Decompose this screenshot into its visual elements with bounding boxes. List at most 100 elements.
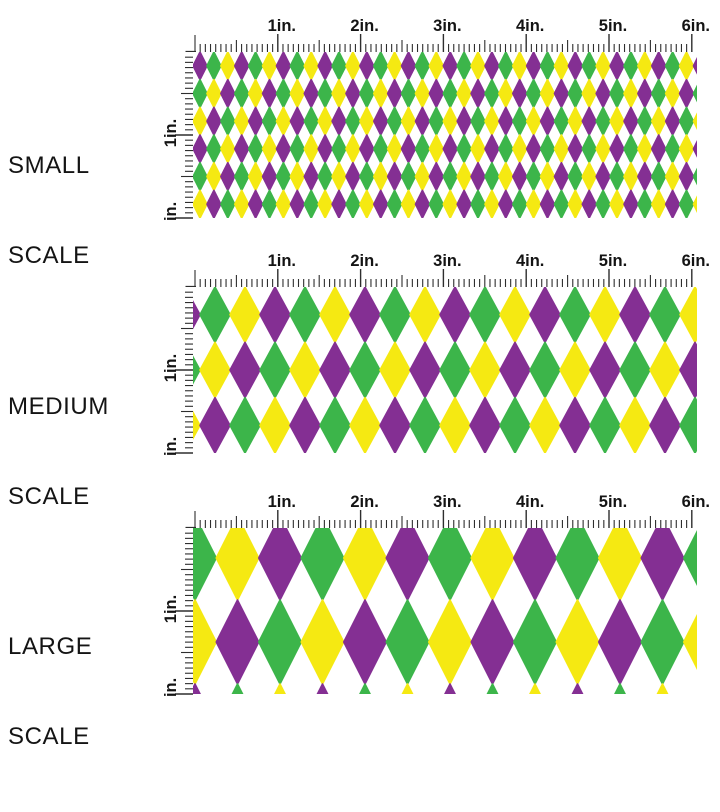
diamond: [595, 78, 611, 109]
top-inch-label: 4in.: [516, 493, 544, 511]
diamond: [289, 287, 321, 344]
diamond: [581, 106, 597, 136]
diamond: [206, 161, 222, 192]
diamond: [400, 106, 417, 136]
diamond: [484, 52, 500, 81]
diamond: [439, 287, 471, 344]
diamond: [664, 78, 681, 109]
diamond: [682, 614, 697, 670]
diamond: [589, 287, 621, 344]
diamond: [300, 528, 345, 601]
diamond: [319, 341, 351, 399]
diamond: [656, 683, 669, 694]
diamond: [193, 119, 194, 124]
diamond: [317, 161, 333, 192]
diamond: [595, 161, 611, 192]
top-inch-label: 6in.: [682, 17, 710, 35]
diamond: [300, 599, 345, 685]
diamond: [484, 134, 500, 164]
diamond: [679, 287, 697, 344]
scale-label-medium-line1: MEDIUM: [8, 393, 109, 420]
diamond: [650, 134, 667, 164]
left-ruler-labels-medium: 1in. 2in.: [162, 354, 180, 455]
diamond: [559, 341, 591, 399]
diamond: [233, 78, 250, 109]
diamond: [372, 161, 389, 192]
diamond: [349, 396, 381, 453]
diamond: [498, 78, 514, 109]
diamond: [193, 106, 208, 136]
diamond: [650, 189, 667, 218]
diamond: [470, 599, 515, 685]
diamond: [247, 161, 264, 192]
diamond: [619, 396, 651, 453]
diamond: [359, 134, 375, 164]
diamond: [303, 78, 319, 109]
diamond: [317, 78, 333, 109]
diamond: [678, 52, 695, 81]
side-inch-label: 2in.: [162, 678, 180, 696]
diamond: [539, 78, 556, 109]
side-inch-label: 2in.: [162, 202, 180, 220]
diamond: [525, 161, 542, 192]
diamond: [199, 287, 231, 344]
diamond: [525, 78, 542, 109]
diamond: [664, 52, 681, 81]
diamond: [442, 52, 458, 81]
diamond: [229, 287, 261, 344]
diamond: [650, 106, 667, 136]
diamond: [259, 396, 291, 453]
diamond: [623, 106, 639, 136]
diamond: [692, 167, 697, 186]
diamond: [637, 161, 653, 192]
diamond: [428, 189, 445, 218]
diamond: [220, 189, 236, 218]
diamond: [386, 134, 403, 164]
diamond: [456, 52, 472, 81]
top-inch-label: 6in.: [682, 493, 710, 511]
diamond: [289, 106, 306, 136]
diamond: [650, 52, 667, 81]
diamond: [414, 78, 431, 109]
diamond: [589, 341, 621, 399]
diamond: [220, 106, 236, 136]
top-inch-label: 2in.: [350, 493, 378, 511]
diamond: [401, 683, 414, 694]
diamond: [623, 189, 639, 218]
diamond: [456, 106, 472, 136]
diamond: [261, 78, 278, 109]
diamond: [559, 287, 591, 344]
side-inch-label: 1in.: [162, 119, 180, 147]
diamond: [529, 683, 541, 694]
diamond: [499, 341, 531, 399]
diamond: [623, 161, 639, 192]
diamond: [303, 134, 319, 164]
top-inch-label: 3in.: [433, 252, 461, 270]
top-inch-label: 5in.: [599, 252, 627, 270]
diamond: [275, 52, 292, 81]
diamond: [428, 106, 445, 136]
diamond: [456, 134, 472, 164]
scale-label-medium: MEDIUM SCALE: [8, 332, 109, 572]
diamond: [206, 189, 222, 218]
left-ruler-small: [175, 56, 193, 219]
diamond: [637, 106, 653, 136]
diamond-pattern-medium: [193, 287, 697, 453]
top-ruler-labels-medium: 1in. 2in. 3in. 4in. 5in. 6in.: [268, 252, 710, 270]
diamond: [257, 528, 303, 601]
diamond: [289, 52, 306, 81]
diamond: [303, 106, 319, 136]
diamond: [595, 106, 611, 136]
diamond: [400, 52, 417, 81]
diamond: [692, 56, 697, 75]
diamond: [345, 52, 361, 81]
diamond: [257, 599, 303, 685]
top-ruler-labels-large: 1in. 2in. 3in. 4in. 5in. 6in.: [268, 493, 710, 511]
diamond: [274, 683, 286, 694]
diamond: [442, 106, 458, 136]
diamond: [581, 78, 597, 109]
diamond: [470, 134, 486, 164]
top-inch-label: 5in.: [599, 17, 627, 35]
diamond: [331, 189, 347, 218]
top-inch-label: 1in.: [268, 493, 296, 511]
